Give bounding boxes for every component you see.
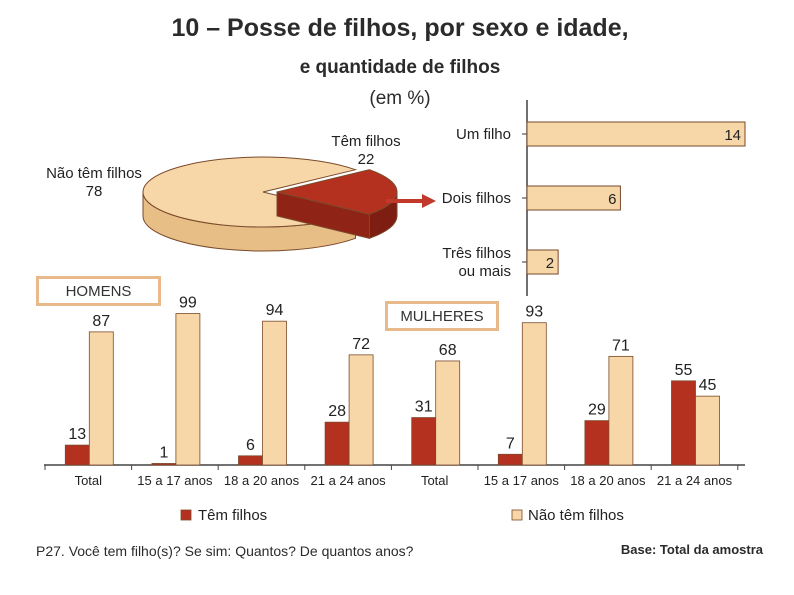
bar-nao — [348, 354, 374, 466]
pie-label-tem-value: 22 — [358, 151, 375, 168]
legend-swatch-nao — [511, 509, 523, 521]
pie-chart — [142, 156, 398, 252]
bar-tem-value-label: 6 — [246, 437, 255, 454]
bar-nao — [695, 395, 720, 466]
bar-tem — [151, 463, 177, 466]
bar-tem-value-label: 29 — [588, 402, 606, 419]
bar-nao — [175, 313, 201, 466]
hbar-category-label: Um filho — [456, 126, 511, 143]
hbar-value-label: 6 — [608, 191, 616, 208]
bar-tem — [671, 380, 696, 466]
chart-subtitle: e quantidade de filhos — [300, 57, 501, 78]
bar-tem — [64, 444, 90, 466]
hbar-category-label: Três filhos — [442, 245, 511, 262]
bar-nao-value-label: 68 — [439, 342, 457, 359]
hbar-value-label: 14 — [724, 127, 741, 144]
bar-tem-value-label: 7 — [506, 435, 515, 452]
legend-label-tem: Têm filhos — [198, 507, 267, 524]
grouped-bar-chart: 13 87 Total 1 99 15 a 17 anos 6 94 18 a 20 anos 2… — [44, 295, 745, 488]
bar-tem — [411, 417, 437, 466]
bar-nao-value-label: 93 — [525, 304, 543, 321]
legend: Têm filhos Não têm filhos — [180, 507, 624, 524]
bar-nao-value-label: 45 — [699, 377, 717, 394]
x-tick-label: 21 a 24 anos — [311, 473, 387, 488]
bar-nao-value-label: 94 — [266, 302, 284, 319]
bar-tem-value-label: 55 — [675, 362, 693, 379]
bar-tem-value-label: 28 — [328, 403, 346, 420]
pie-label-nao-name: Não têm filhos — [46, 165, 142, 182]
bar-tem-value-label: 1 — [159, 444, 168, 461]
bar-tem — [324, 421, 350, 466]
chart-unit: (em %) — [369, 88, 430, 109]
x-tick-label: 21 a 24 anos — [657, 473, 733, 488]
pie-label-nao-value: 78 — [86, 183, 103, 200]
x-tick-label: Total — [75, 473, 103, 488]
women-group-label: MULHERES — [385, 301, 499, 331]
men-group-label: HOMENS — [36, 276, 161, 306]
bar-nao-value-label: 71 — [612, 337, 630, 354]
arrow-icon — [386, 194, 436, 208]
x-tick-label: 15 a 17 anos — [484, 473, 560, 488]
bar-tem — [238, 455, 263, 466]
hbar-bar — [526, 185, 621, 211]
bar-nao-value-label: 99 — [179, 295, 197, 312]
bar-nao — [88, 331, 114, 466]
bar-tem-value-label: 31 — [415, 399, 433, 416]
x-tick-label: Total — [421, 473, 449, 488]
pie-label-tem-name: Têm filhos — [331, 133, 400, 150]
hbar-bar — [526, 249, 559, 275]
hbar-category-label: Dois filhos — [442, 190, 511, 207]
bar-nao-value-label: 87 — [92, 313, 110, 330]
hbar-bar — [526, 121, 746, 147]
hbar-category-label: ou mais — [458, 263, 511, 280]
x-tick-label: 18 a 20 anos — [224, 473, 300, 488]
bar-nao — [521, 322, 547, 466]
legend-label-nao: Não têm filhos — [528, 507, 624, 524]
bar-nao-value-label: 72 — [352, 336, 370, 353]
bar-nao — [608, 355, 634, 466]
hbar-value-label: 2 — [546, 255, 554, 272]
bar-nao — [435, 360, 461, 466]
x-tick-label: 15 a 17 anos — [137, 473, 213, 488]
footer-question: P27. Você tem filho(s)? Se sim: Quantos?… — [36, 543, 414, 559]
bar-tem — [584, 420, 610, 466]
pie-slice-tem — [276, 169, 398, 215]
bar-nao — [262, 320, 287, 466]
bar-tem-value-label: 13 — [68, 426, 86, 443]
chart-title: 10 – Posse de filhos, por sexo e idade, — [171, 14, 628, 42]
bar-tem — [497, 453, 523, 466]
footer-base: Base: Total da amostra — [621, 542, 764, 557]
legend-swatch-tem — [180, 509, 192, 521]
x-tick-label: 18 a 20 anos — [570, 473, 646, 488]
